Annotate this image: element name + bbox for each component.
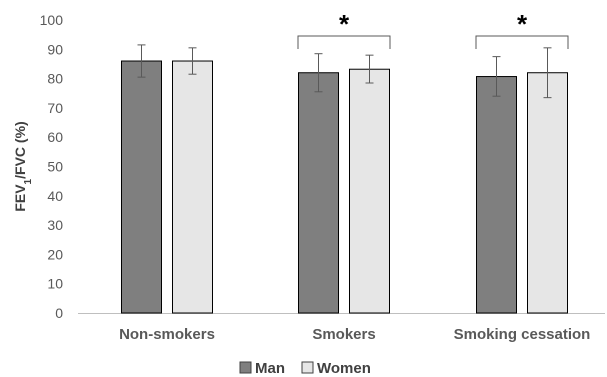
significance-star: * — [517, 9, 528, 39]
error-bar — [543, 47, 552, 99]
y-tick-label: 70 — [47, 100, 63, 116]
y-tick-label: 20 — [47, 246, 63, 262]
significance-bracket — [475, 35, 569, 49]
bar-man — [476, 76, 517, 314]
error-bar — [314, 53, 323, 93]
category-label: Non-smokers — [119, 326, 215, 343]
legend-label-women: Women — [317, 360, 371, 377]
y-tick-label: 40 — [47, 188, 63, 204]
category-labels: Non-smokers Smokers Smoking cessation — [119, 326, 590, 343]
y-tick-label: 60 — [47, 129, 63, 145]
bar-women — [349, 68, 390, 314]
significance-star: * — [339, 9, 350, 39]
legend-swatch-man — [239, 361, 252, 374]
y-tick-label: 80 — [47, 71, 63, 87]
significance-bracket — [297, 35, 391, 49]
y-axis-label: FEV1/FVC (%) — [12, 121, 34, 211]
category-label: Smokers — [312, 326, 375, 343]
bars — [121, 60, 568, 314]
y-axis-ticks: 0 10 20 30 40 50 60 70 80 90 100 — [40, 12, 64, 321]
y-tick-label: 0 — [55, 305, 63, 321]
error-bar — [492, 56, 501, 97]
y-tick-label: 50 — [47, 159, 63, 175]
y-tick-label: 10 — [47, 276, 63, 292]
y-tick-label: 100 — [40, 12, 64, 28]
significance-brackets: * * — [297, 9, 569, 49]
bar-man — [121, 60, 162, 314]
bar-man — [298, 72, 339, 314]
error-bar — [188, 47, 197, 75]
error-bar — [137, 44, 146, 78]
legend: Man Women — [239, 360, 371, 377]
error-bars — [137, 44, 552, 99]
bar-women — [172, 60, 213, 314]
y-tick-label: 90 — [47, 41, 63, 57]
y-axis-title: FEV1/FVC (%) — [12, 121, 34, 211]
y-tick-label: 30 — [47, 217, 63, 233]
legend-swatch-women — [301, 361, 314, 374]
bar-women — [527, 72, 568, 314]
legend-label-man: Man — [255, 360, 285, 377]
category-label: Smoking cessation — [454, 326, 591, 343]
error-bar — [365, 54, 374, 84]
